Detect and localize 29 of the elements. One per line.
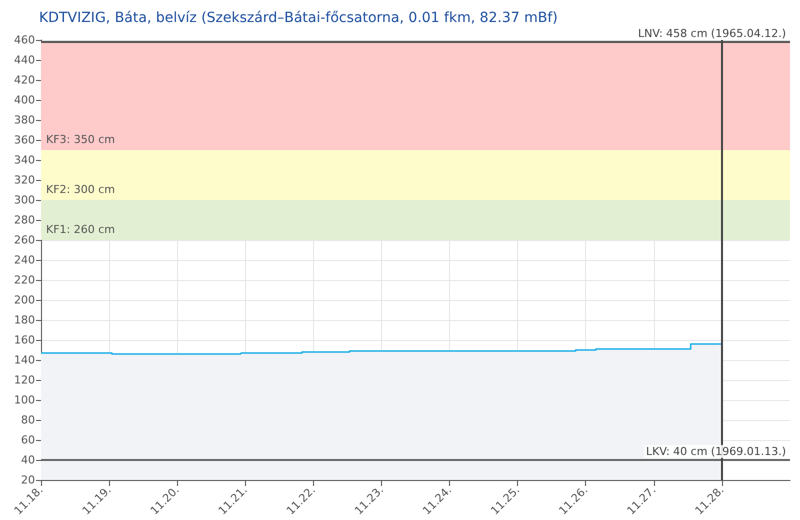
y-tick-label: 160 (14, 334, 35, 346)
y-tick-label: 120 (14, 374, 35, 386)
y-tick-label: 100 (14, 394, 35, 406)
y-tick-label: 40 (21, 454, 35, 466)
y-tick-label: 240 (14, 254, 35, 266)
y-tick-label: 420 (14, 74, 35, 86)
y-tick-label: 280 (14, 214, 35, 226)
band-label: KF1: 260 cm (46, 223, 115, 236)
y-tick-label: 380 (14, 114, 35, 126)
y-tick-label: 340 (14, 154, 35, 166)
y-tick-label: 20 (21, 474, 35, 486)
y-tick-label: 360 (14, 134, 35, 146)
y-tick-label: 60 (21, 434, 35, 446)
y-tick-label: 320 (14, 174, 35, 186)
y-tick-label: 300 (14, 194, 35, 206)
y-tick-label: 200 (14, 294, 35, 306)
y-tick-label: 180 (14, 314, 35, 326)
y-tick-label: 260 (14, 234, 35, 246)
y-tick-label: 400 (14, 94, 35, 106)
y-tick-label: 140 (14, 354, 35, 366)
y-tick-label: 460 (14, 34, 35, 46)
ref-line-label: LKV: 40 cm (1969.01.13.) (646, 445, 786, 458)
chart-title: KDTVIZIG, Báta, belvíz (Szekszárd–Bátai-főcsatorna, 0.01 fkm, 82.37 mBf) (39, 10, 558, 26)
band-label: KF2: 300 cm (46, 183, 115, 196)
y-tick-label: 220 (14, 274, 35, 286)
y-tick-label: 440 (14, 54, 35, 66)
y-tick-label: 80 (21, 414, 35, 426)
ref-line-label: LNV: 458 cm (1965.04.12.) (638, 27, 786, 40)
band-label: KF3: 350 cm (46, 133, 115, 146)
